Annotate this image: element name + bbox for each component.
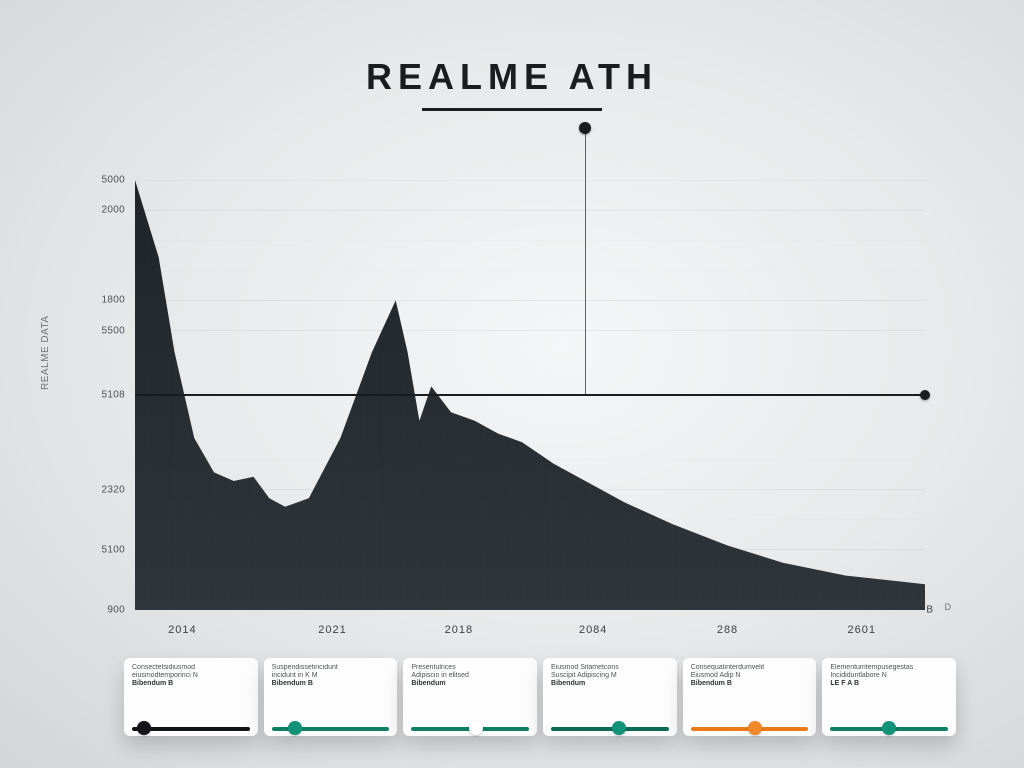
slider-knob-icon[interactable] bbox=[882, 721, 896, 735]
y-tick-label: 5100 bbox=[80, 544, 125, 555]
annotation-dot bbox=[920, 390, 930, 400]
y-axis-title: REALME DATA bbox=[40, 315, 51, 390]
legend-card: PresentulricesAdipiscin in elitsedBibend… bbox=[403, 658, 537, 736]
legend-card: Suspendissetinciduntincidunt in K MBiben… bbox=[264, 658, 398, 736]
legend-slider[interactable] bbox=[272, 724, 390, 732]
chart-stage: REALME ATH REALME DATA 50002000180055005… bbox=[0, 0, 1024, 768]
legend-slider[interactable] bbox=[132, 724, 250, 732]
plot-area: 5000200018005500510823205100900201420212… bbox=[135, 180, 925, 610]
legend-card: Consectetsidiusmodeiusmodtemporinci NBib… bbox=[124, 658, 258, 736]
y-tick-label: 2320 bbox=[80, 484, 125, 495]
east-small-label: D bbox=[945, 602, 952, 612]
y-tick-label: 5108 bbox=[80, 390, 125, 401]
east-tick-label: B bbox=[926, 605, 933, 616]
y-tick-label: 900 bbox=[80, 605, 125, 616]
legend-text: ElementumtempusegestasIncididuntlabore N… bbox=[830, 664, 948, 688]
legend-slider[interactable] bbox=[551, 724, 669, 732]
y-tick-label: 5500 bbox=[80, 325, 125, 336]
y-tick-label: 1800 bbox=[80, 295, 125, 306]
legend-text: ConsequatinterdumvelitEiusmod Adip NBibe… bbox=[691, 664, 809, 688]
legend-text: Suspendissetinciduntincidunt in K MBiben… bbox=[272, 664, 390, 688]
x-tick-label: 2014 bbox=[168, 624, 196, 636]
slider-knob-icon[interactable] bbox=[288, 721, 302, 735]
legend-slider[interactable] bbox=[691, 724, 809, 732]
x-tick-label: 2601 bbox=[848, 624, 876, 636]
slider-knob-icon[interactable] bbox=[137, 721, 151, 735]
y-tick-label: 2000 bbox=[80, 205, 125, 216]
legend-row: Consectetsidiusmodeiusmodtemporinci NBib… bbox=[124, 658, 956, 736]
legend-card: ConsequatinterdumvelitEiusmod Adip NBibe… bbox=[683, 658, 817, 736]
legend-card: Eiusmod SitametconsSuscipit Adipiscing M… bbox=[543, 658, 677, 736]
slider-knob-icon[interactable] bbox=[612, 721, 626, 735]
slider-knob-icon[interactable] bbox=[748, 721, 762, 735]
slider-knob-icon[interactable] bbox=[469, 721, 483, 735]
legend-text: PresentulricesAdipiscin in elitsedBibend… bbox=[411, 664, 529, 688]
legend-text: Consectetsidiusmodeiusmodtemporinci NBib… bbox=[132, 664, 250, 688]
legend-slider[interactable] bbox=[830, 724, 948, 732]
x-tick-label: 2084 bbox=[579, 624, 607, 636]
title-underline bbox=[422, 108, 602, 111]
reference-line bbox=[135, 394, 925, 396]
chart-title: REALME ATH bbox=[366, 56, 658, 97]
y-tick-label: 5000 bbox=[80, 175, 125, 186]
x-tick-label: 2018 bbox=[445, 624, 473, 636]
annotation-vline bbox=[585, 128, 586, 395]
legend-slider[interactable] bbox=[411, 724, 529, 732]
x-tick-label: 2021 bbox=[318, 624, 346, 636]
chart-title-block: REALME ATH bbox=[0, 56, 1024, 111]
x-tick-label: 288 bbox=[717, 624, 738, 636]
legend-card: ElementumtempusegestasIncididuntlabore N… bbox=[822, 658, 956, 736]
legend-text: Eiusmod SitametconsSuscipit Adipiscing M… bbox=[551, 664, 669, 688]
